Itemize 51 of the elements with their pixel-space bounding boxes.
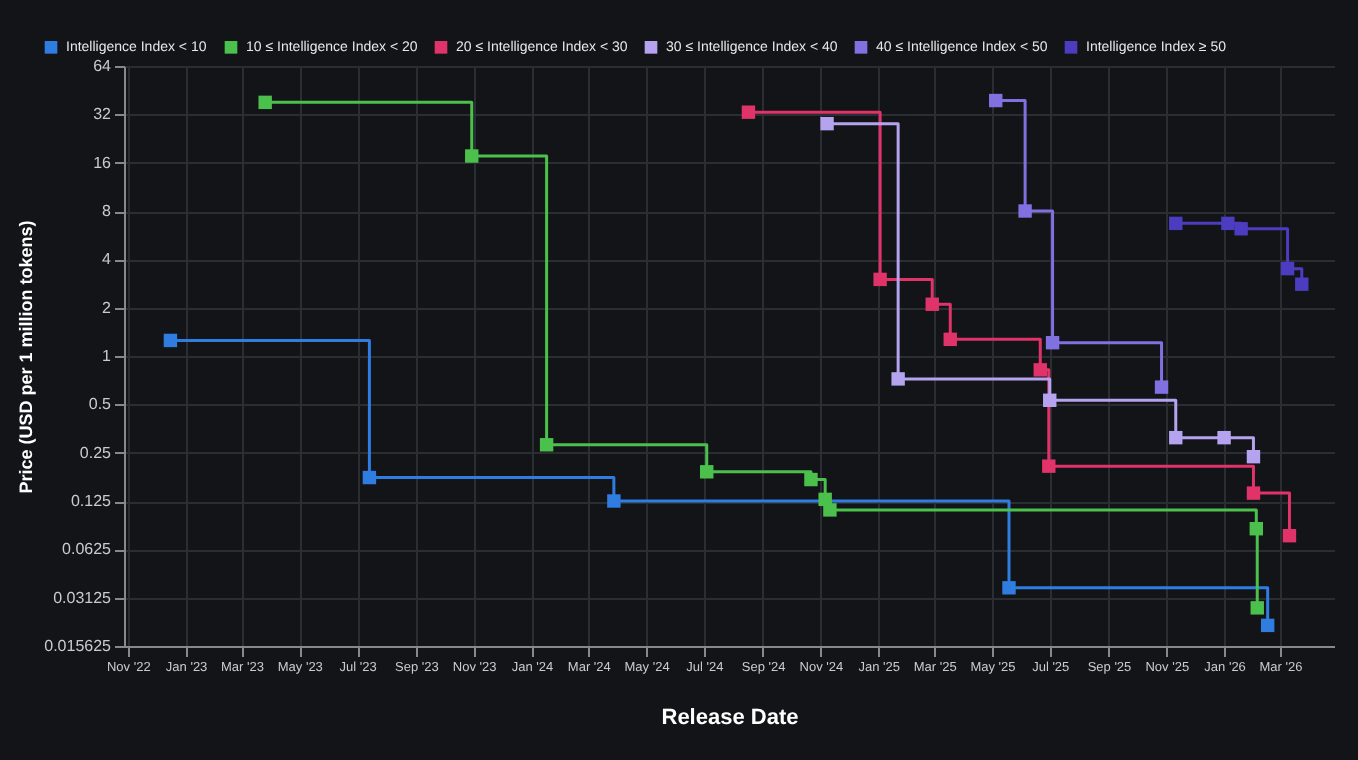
point [539,438,554,452]
y-axis-title: Price (USD per 1 million tokens) [16,220,37,494]
point [362,470,377,485]
point [804,472,818,487]
point [943,332,957,347]
point [700,465,714,479]
point [1234,222,1248,236]
point [1295,277,1309,291]
y-tick-label: 32 [93,105,113,124]
y-tick-label: 0.25 [79,443,113,462]
x-axis-title: Release Date [661,706,799,730]
y-tick-label: 0.5 [88,395,113,414]
point [1043,393,1057,407]
y-tick-label: 0.125 [70,492,113,510]
point [1217,430,1231,445]
point [163,333,178,348]
y-tick-label: 64 [93,57,113,75]
point [873,272,887,287]
point [1246,486,1261,500]
y-tick-label: 4 [102,250,113,269]
point [823,503,837,517]
point [1033,363,1047,377]
point [1018,204,1032,218]
point [607,494,621,508]
y-tick-label: 1 [102,347,113,365]
point [1002,581,1016,595]
point [1169,430,1183,445]
point [1154,380,1169,394]
point [1169,216,1183,231]
point [1282,528,1297,543]
point [741,105,756,119]
y-tick-label: 0.03125 [53,588,113,607]
point [1042,459,1056,473]
y-tick-label: 8 [102,202,113,220]
point [989,93,1003,108]
point [891,372,905,386]
y-tick-label: 2 [102,298,113,317]
point [1249,522,1264,536]
point [820,116,834,131]
point [258,95,272,110]
point [1045,336,1060,350]
y-tick-label: 16 [93,153,113,172]
point [1246,449,1261,464]
point [925,297,939,311]
point [1280,261,1295,276]
point [1221,216,1235,231]
y-tick-label: 0.015625 [44,637,113,655]
point [1260,618,1275,633]
point [1250,601,1264,615]
point [465,149,479,163]
y-tick-label: 0.0625 [62,540,113,559]
